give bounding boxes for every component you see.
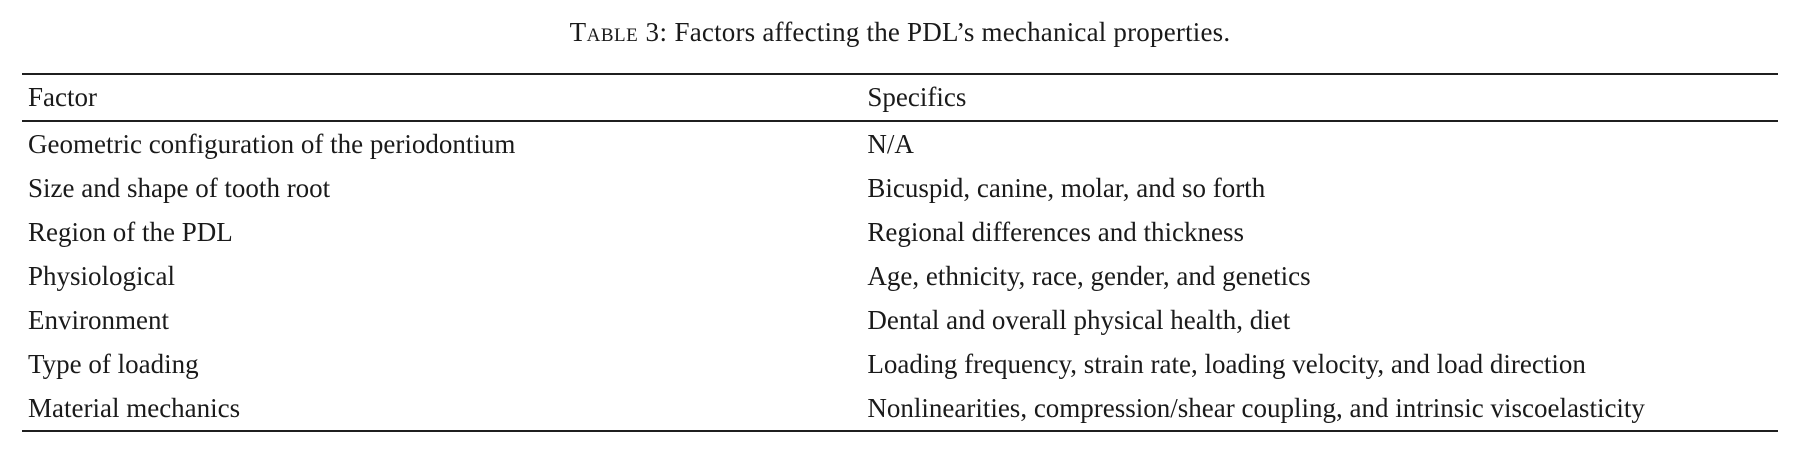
header-specifics: Specifics — [861, 74, 1778, 122]
table-row: Type of loading Loading frequency, strai… — [22, 342, 1778, 386]
table-row: Region of the PDL Regional differences a… — [22, 210, 1778, 254]
factor-cell: Region of the PDL — [28, 216, 233, 247]
specifics-cell: N/A — [867, 128, 914, 159]
specifics-cell: Loading frequency, strain rate, loading … — [867, 348, 1586, 379]
table-caption: Table 3: Factors affecting the PDL’s mec… — [0, 0, 1800, 73]
specifics-cell: Nonlinearities, compression/shear coupli… — [867, 392, 1645, 423]
specifics-cell: Age, ethnicity, race, gender, and geneti… — [867, 260, 1311, 291]
factor-cell: Material mechanics — [28, 392, 241, 423]
header-factor: Factor — [22, 74, 862, 122]
table-row: Environment Dental and overall physical … — [22, 298, 1778, 342]
factor-cell: Type of loading — [28, 348, 199, 379]
specifics-cell: Dental and overall physical health, diet — [867, 304, 1291, 335]
specifics-cell: Bicuspid, canine, molar, and so forth — [867, 172, 1266, 203]
table-row: Size and shape of tooth root Bicuspid, c… — [22, 166, 1778, 210]
factor-cell: Geometric configuration of the periodont… — [28, 128, 516, 159]
table-row: Material mechanics Nonlinearities, compr… — [22, 386, 1778, 431]
table-row: Physiological Age, ethnicity, race, gend… — [22, 254, 1778, 298]
factors-table: Factor Specifics Geometric configuration… — [22, 73, 1778, 432]
factor-cell: Environment — [28, 304, 169, 335]
table-caption-text: Factors affecting the PDL’s mechanical p… — [667, 17, 1231, 47]
header-row: Factor Specifics — [22, 74, 1778, 122]
table-row: Geometric configuration of the periodont… — [22, 121, 1778, 166]
factor-cell: Size and shape of tooth root — [28, 172, 331, 203]
factor-cell: Physiological — [28, 260, 175, 291]
specifics-cell: Regional differences and thickness — [867, 216, 1244, 247]
table-caption-label: Table 3: — [569, 17, 668, 47]
